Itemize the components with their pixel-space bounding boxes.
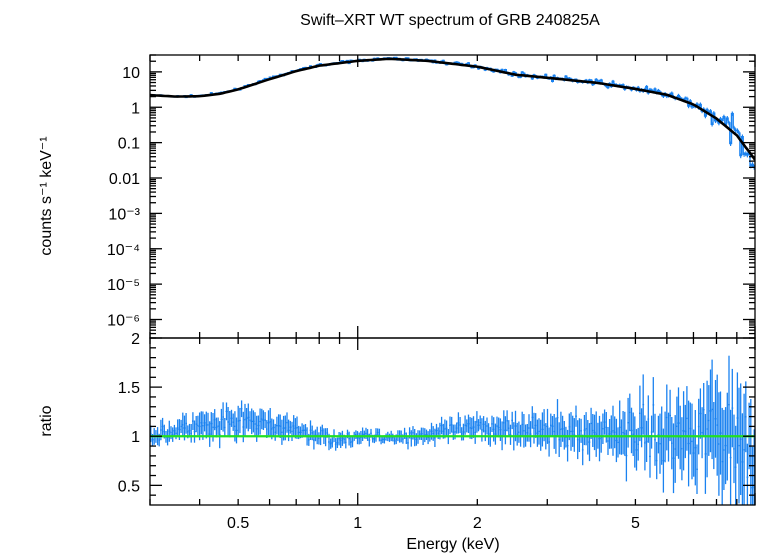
x-axis-label: Energy (keV) [406,536,499,553]
ratio-frame [149,337,756,506]
spectrum-y-tick-label: 0.1 [118,136,140,153]
ratio-y-tick-label: 2 [131,331,140,348]
spectrum-y-tick-label: 1 [131,100,140,117]
spectrum-y-label: counts s⁻¹ keV⁻¹ [38,136,55,255]
x-tick-label: 1 [353,515,362,532]
spectrum-frame [149,54,756,339]
spectrum-y-tick-label: 10 [122,65,140,82]
ratio-plot-area [150,355,755,505]
spectrum-y-axis: 10 1 0.1 0.01 10⁻³ 10⁻⁴ 10⁻⁵ 10⁻⁶ [107,54,755,339]
ratio-y-tick-label: 1.5 [118,380,140,397]
x-tick-label: 5 [631,515,640,532]
spectrum-data-line [150,56,755,168]
spectrum-y-tick-label: 10⁻⁴ [107,242,140,259]
ratio-y-label: ratio [38,405,55,436]
x-tick-label: 0.5 [227,515,249,532]
spectrum-y-tick-label: 10⁻³ [108,206,140,223]
ratio-y-tick-label: 1 [131,429,140,446]
spectrum-y-tick-label: 10⁻⁶ [107,313,140,330]
spectrum-panel: 10 1 0.1 0.01 10⁻³ 10⁻⁴ 10⁻⁵ 10⁻⁶ counts s⁻¹ ke… [38,54,756,339]
ratio-y-axis: 0.5 1 1.5 2 [118,331,755,496]
model-line [150,57,755,161]
spectrum-plot-area [150,56,755,170]
spectrum-x-ticks [149,55,756,338]
chart-title: Swift–XRT WT spectrum of GRB 240825A [300,12,600,29]
spectrum-y-tick-label: 0.01 [109,171,140,188]
ratio-x-axis: 0.5 1 2 5 [149,338,756,532]
spectrum-y-tick-label: 10⁻⁵ [107,277,140,294]
ratio-panel: 0.5 1 1.5 2 0.5 1 2 5 ratio [38,331,756,532]
ratio-y-tick-label: 0.5 [118,478,140,495]
x-tick-label: 2 [473,515,482,532]
